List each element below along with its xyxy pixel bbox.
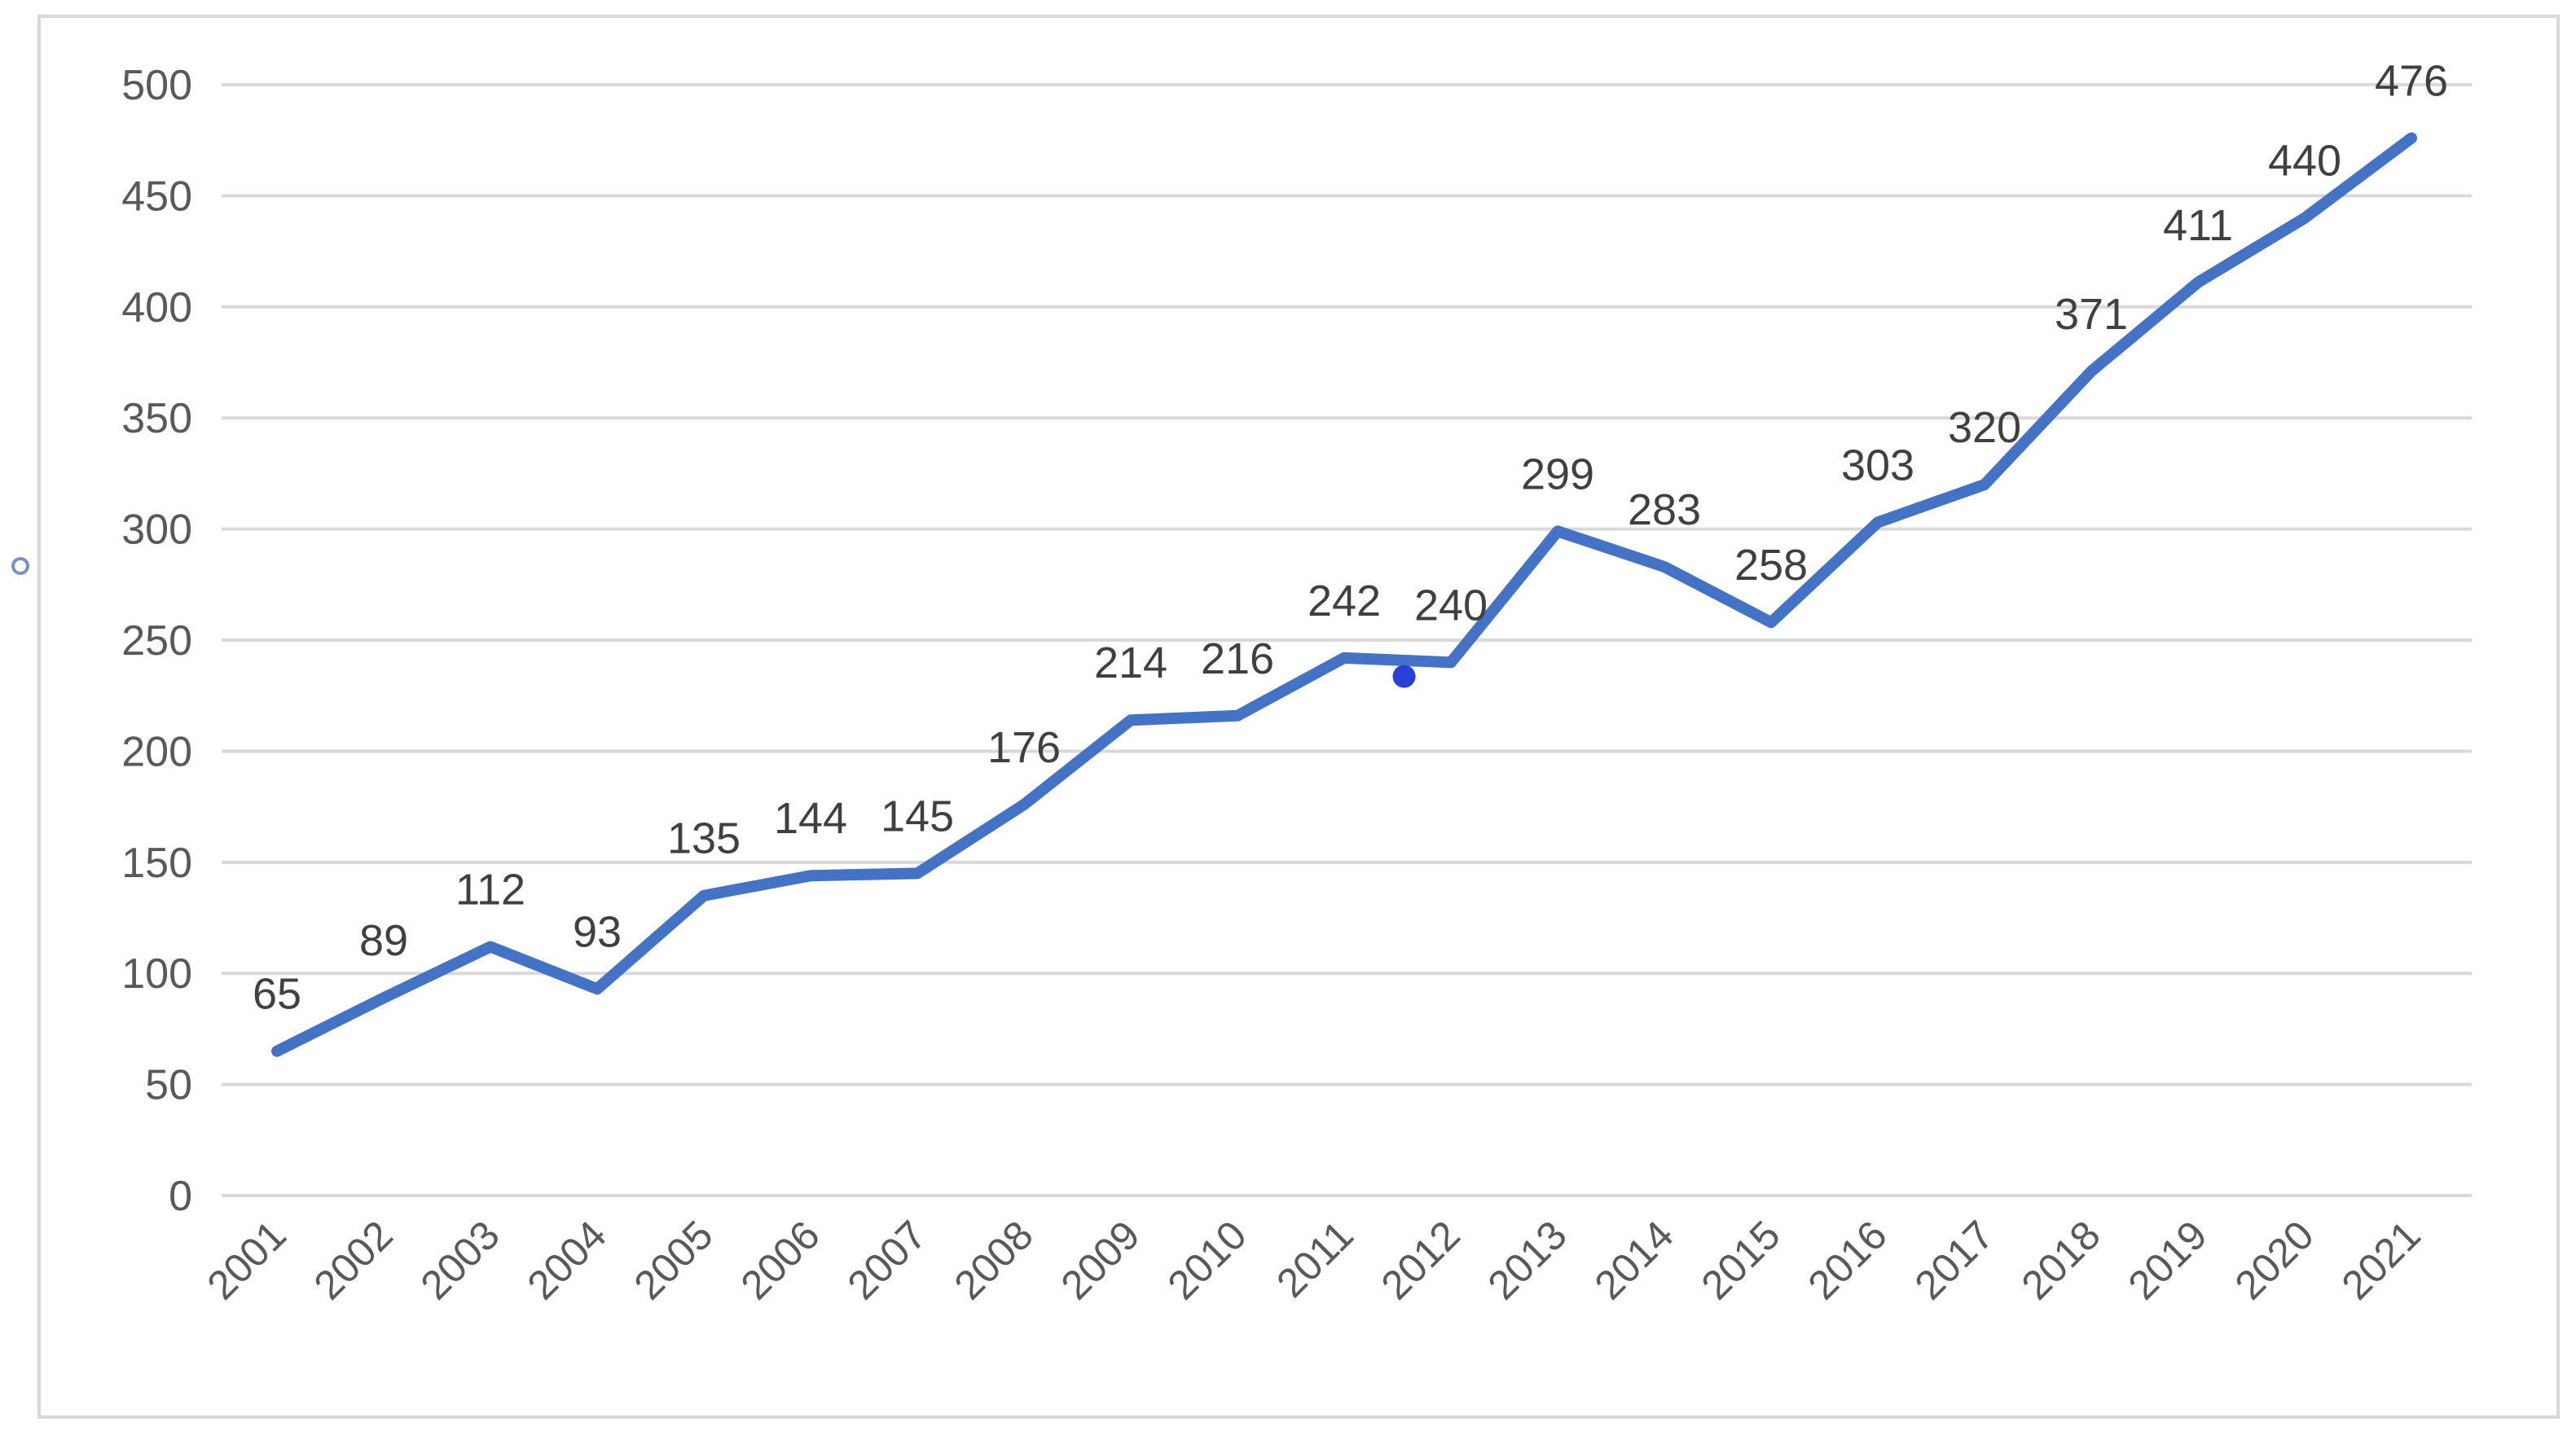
data-label: 476 bbox=[2375, 56, 2448, 105]
data-label: 214 bbox=[1094, 639, 1167, 687]
data-label: 240 bbox=[1414, 581, 1488, 630]
data-label: 216 bbox=[1201, 634, 1274, 683]
x-tick-label: 2005 bbox=[626, 1212, 722, 1308]
resize-handle[interactable] bbox=[11, 557, 29, 575]
gridlines bbox=[222, 83, 2472, 1197]
x-tick-label: 2018 bbox=[2013, 1212, 2109, 1308]
y-tick-label: 50 bbox=[145, 1062, 192, 1109]
x-tick-label: 2021 bbox=[2333, 1212, 2429, 1308]
x-tick-label: 2011 bbox=[1268, 1212, 1362, 1306]
x-tick-label: 2002 bbox=[306, 1212, 402, 1308]
y-tick-label: 100 bbox=[121, 950, 192, 998]
x-tick-label: 2020 bbox=[2227, 1212, 2323, 1308]
data-label: 112 bbox=[455, 865, 525, 914]
x-tick-label: 2008 bbox=[946, 1212, 1042, 1308]
y-tick-label: 500 bbox=[121, 62, 192, 109]
data-label: 145 bbox=[881, 792, 954, 840]
x-tick-label: 2015 bbox=[1693, 1212, 1789, 1308]
chart-area: 0 50 100 150 200 250 300 350 400 450 500 2001 2002 2… bbox=[37, 15, 2560, 1419]
x-tick-label: 2019 bbox=[2120, 1212, 2216, 1308]
data-label: 89 bbox=[359, 916, 408, 965]
x-tick-label: 2004 bbox=[519, 1212, 615, 1308]
x-tick-label: 2006 bbox=[732, 1212, 829, 1308]
y-tick-label: 0 bbox=[169, 1173, 192, 1220]
data-label: 144 bbox=[774, 794, 847, 843]
y-tick-label: 200 bbox=[121, 728, 192, 775]
data-label: 65 bbox=[253, 970, 301, 1019]
data-label: 320 bbox=[1948, 403, 2021, 452]
x-tick-label: 2016 bbox=[1800, 1212, 1896, 1308]
data-label: 411 bbox=[2163, 201, 2233, 250]
y-tick-label: 450 bbox=[121, 173, 192, 220]
series-line bbox=[271, 132, 2417, 1057]
x-tick-label: 2010 bbox=[1159, 1212, 1255, 1308]
cursor-dot bbox=[1392, 665, 1416, 688]
y-tick-label: 250 bbox=[121, 617, 192, 665]
x-axis-ticks: 2001 2002 2003 2004 2005 2006 2007 2008 2009 2010… bbox=[199, 1212, 2429, 1308]
x-tick-label: 2003 bbox=[412, 1212, 508, 1308]
x-tick-label: 2001 bbox=[199, 1212, 295, 1308]
x-tick-label: 2007 bbox=[839, 1212, 935, 1308]
data-label: 242 bbox=[1308, 577, 1381, 625]
data-label: 303 bbox=[1841, 441, 1914, 489]
y-tick-label: 300 bbox=[121, 507, 192, 554]
data-label: 176 bbox=[987, 723, 1061, 772]
y-axis-ticks: 0 50 100 150 200 250 300 350 400 450 500 bbox=[121, 62, 192, 1220]
data-label: 258 bbox=[1734, 541, 1808, 590]
data-label: 371 bbox=[2055, 290, 2128, 339]
data-label: 440 bbox=[2268, 137, 2341, 186]
data-label: 135 bbox=[667, 814, 741, 863]
x-tick-label: 2013 bbox=[1479, 1212, 1576, 1308]
x-tick-label: 2014 bbox=[1586, 1212, 1682, 1308]
x-tick-label: 2012 bbox=[1373, 1212, 1469, 1308]
x-tick-label: 2017 bbox=[1906, 1212, 2002, 1308]
y-tick-label: 400 bbox=[121, 284, 192, 331]
x-tick-label: 2009 bbox=[1053, 1212, 1149, 1308]
data-label: 93 bbox=[573, 907, 622, 956]
data-label: 299 bbox=[1521, 450, 1594, 498]
y-tick-label: 350 bbox=[121, 395, 192, 442]
data-label: 283 bbox=[1628, 485, 1701, 534]
data-labels: 65 89 112 93 135 144 145 176 214 216 242 240 299 283 2… bbox=[253, 56, 2448, 1018]
y-tick-label: 150 bbox=[121, 840, 192, 887]
